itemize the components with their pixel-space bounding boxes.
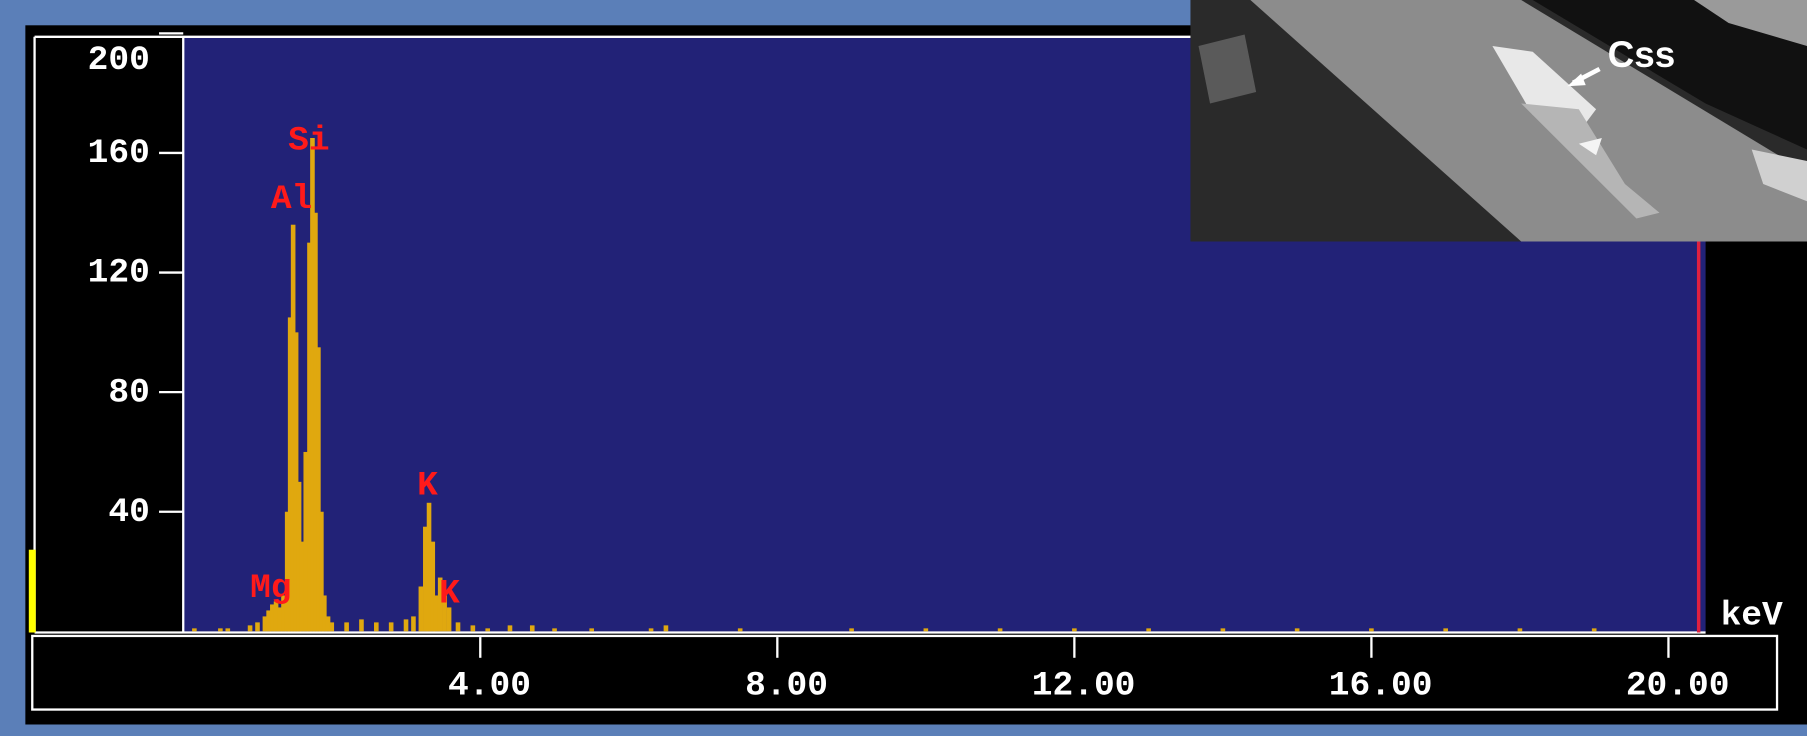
bar <box>299 541 305 632</box>
bar <box>313 212 318 632</box>
bar <box>273 601 279 632</box>
peak-label: K <box>439 575 460 614</box>
bar <box>997 628 1003 632</box>
x-tick-label: 8.00 <box>745 667 828 706</box>
bar <box>316 347 321 632</box>
bar <box>322 595 327 632</box>
bar <box>589 628 594 632</box>
bar <box>296 481 302 632</box>
bar <box>1443 628 1448 632</box>
peak-label: Si <box>288 121 329 160</box>
peak-label: K <box>417 466 438 505</box>
bar <box>225 628 231 632</box>
y-tick-label: 120 <box>88 254 150 293</box>
bar <box>423 526 428 632</box>
x-tick-label: 4.00 <box>448 667 531 706</box>
bar <box>329 622 335 632</box>
bar <box>849 628 854 632</box>
bar <box>293 332 299 632</box>
bar <box>1072 628 1077 632</box>
bar <box>437 577 443 632</box>
bar <box>281 595 286 632</box>
bar <box>325 616 331 632</box>
bar <box>923 628 929 632</box>
bar <box>433 595 439 632</box>
bar <box>552 628 557 632</box>
x-tick-label: 12.00 <box>1032 667 1136 706</box>
level-indicator <box>28 549 36 633</box>
peak-label: Al <box>271 180 312 219</box>
bar <box>1591 628 1597 632</box>
inset-label: Css <box>1608 34 1676 75</box>
bar <box>1146 628 1151 632</box>
bar <box>1517 628 1523 632</box>
y-tick-label: 40 <box>108 493 149 532</box>
bar <box>1294 628 1300 632</box>
y-tick-label: 80 <box>108 373 149 412</box>
bar <box>359 619 364 632</box>
bar <box>430 541 436 632</box>
x-axis-box <box>31 634 1779 711</box>
bar <box>455 622 461 632</box>
bar <box>1369 628 1374 632</box>
bar <box>529 625 535 632</box>
bar <box>470 625 476 632</box>
bar <box>307 242 312 632</box>
y-tick-label: 160 <box>88 134 150 173</box>
bar <box>442 595 447 632</box>
bar <box>388 622 394 632</box>
bar <box>663 625 669 632</box>
bar <box>277 607 283 632</box>
bar <box>303 451 309 632</box>
bar <box>290 224 296 632</box>
bar <box>426 502 432 632</box>
peak-label: Mg <box>250 569 291 608</box>
bar <box>262 616 268 632</box>
inset-image <box>1190 0 1807 242</box>
bar <box>247 625 253 632</box>
bar <box>1220 628 1226 632</box>
bar <box>418 586 424 632</box>
bar <box>507 625 513 632</box>
x-tick-label: 20.00 <box>1626 667 1730 706</box>
bar <box>737 628 743 632</box>
bar <box>344 622 349 632</box>
bar <box>411 616 416 632</box>
bar <box>255 622 260 632</box>
bar <box>266 610 271 632</box>
bar <box>485 628 491 632</box>
bar <box>319 511 324 632</box>
bar <box>218 628 223 632</box>
bar <box>192 628 197 632</box>
x-tick-label: 16.00 <box>1329 667 1433 706</box>
bar <box>287 317 293 632</box>
y-tick-label: 200 <box>88 41 150 80</box>
bar <box>446 607 452 632</box>
bar <box>310 138 315 632</box>
bar <box>403 619 409 632</box>
x-axis-label: keV <box>1721 596 1783 635</box>
bar <box>270 604 275 632</box>
bar <box>648 628 654 632</box>
bar <box>284 511 290 632</box>
bar <box>374 622 379 632</box>
